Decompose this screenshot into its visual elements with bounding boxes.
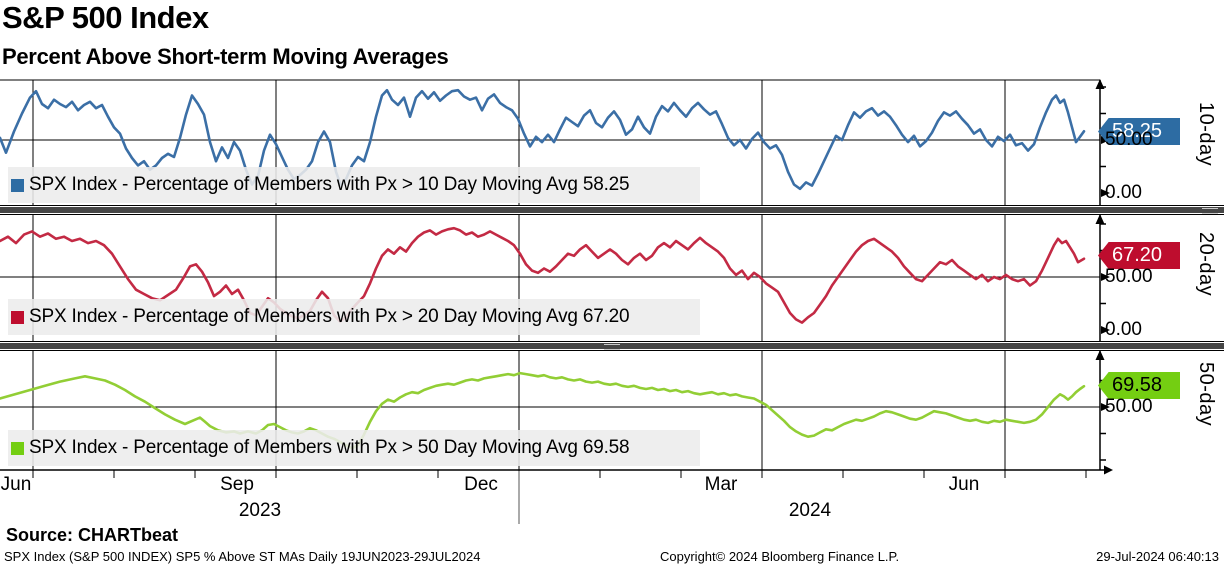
legend-10day: SPX Index - Percentage of Members with P… [8,167,700,203]
y-tick-label: 50.00 [1105,396,1153,417]
legend-label: SPX Index - Percentage of Members with P… [29,437,630,458]
panel-axis-label-20day: 20-day [1195,232,1217,297]
chart-description: SPX Index (S&P 500 INDEX) SP5 % Above ST… [4,549,481,564]
timestamp: 29-Jul-2024 06:40:13 [1096,549,1219,564]
source-label: Source: CHARTbeat [6,525,179,545]
legend-swatch-icon [11,310,24,324]
y-tick-label: 0.00 [1105,319,1142,340]
legend-50day: SPX Index - Percentage of Members with P… [8,430,700,466]
legend-label: SPX Index - Percentage of Members with P… [29,174,630,195]
x-axis-year-label: 2023 [238,500,282,521]
x-axis-month-label: Mar [704,474,738,495]
legend-20day: SPX Index - Percentage of Members with P… [8,299,700,335]
panel-splitter[interactable] [0,205,1224,215]
y-tick-label: 50.00 [1105,266,1153,287]
x-axis-month-label: Sep [220,474,254,495]
y-tick-label: 0.00 [1105,182,1142,203]
x-axis-month-label: Dec [464,474,498,495]
panel-axis-label-50day: 50-day [1195,362,1217,427]
copyright-text: Copyright© 2024 Bloomberg Finance L.P. [660,549,900,564]
page-subtitle: Percent Above Short-term Moving Averages [2,44,449,69]
x-axis-year-label: 2024 [788,500,832,521]
page-title: S&P 500 Index [2,0,209,35]
splitter-handle-icon[interactable] [1202,208,1218,214]
splitter-handle-icon[interactable] [604,344,620,350]
x-axis-month-label: Jun [0,474,32,495]
legend-swatch-icon [11,441,24,455]
last-value-flag-20day: 67.20 [1098,242,1180,269]
last-value-flag-50day: 69.58 [1098,372,1180,399]
panel-axis-label-10day: 10-day [1195,102,1217,167]
y-tick-label: 50.00 [1105,129,1153,150]
panel-splitter[interactable] [0,341,1224,351]
legend-swatch-icon [11,178,24,192]
x-axis-month-label: Jun [948,474,980,495]
last-value-flag-10day: 58.25 [1098,118,1180,145]
legend-label: SPX Index - Percentage of Members with P… [29,306,630,327]
